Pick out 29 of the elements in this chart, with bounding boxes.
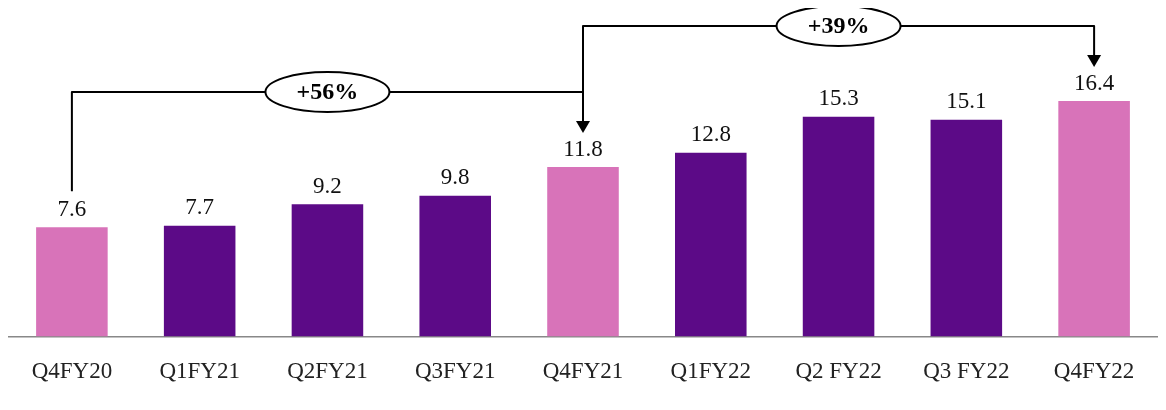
data-label: 15.1 [946, 88, 987, 114]
x-tick-label: Q4FY22 [1053, 358, 1135, 384]
bar [675, 152, 747, 337]
x-tick-label: Q1FY22 [670, 358, 752, 384]
bar [1058, 100, 1130, 337]
bar [163, 225, 236, 337]
x-tick-label: Q4FY20 [31, 358, 113, 384]
bar [547, 167, 619, 337]
text: +39% [807, 12, 870, 39]
x-tick-label: Q2 FY22 [795, 358, 882, 384]
data-label: 12.8 [690, 121, 731, 147]
x-tick-label: Q1FY21 [159, 358, 240, 384]
bar [930, 119, 1003, 337]
data-label: 9.8 [440, 164, 470, 190]
data-label: 15.3 [818, 85, 859, 111]
bar [419, 195, 491, 337]
x-tick-label: Q2FY21 [287, 358, 368, 384]
bar [291, 204, 364, 337]
x-tick-label: Q3 FY22 [923, 358, 1010, 384]
bar [802, 116, 875, 337]
x-tick-label: Q4FY21 [542, 358, 624, 384]
data-label: 16.4 [1073, 69, 1115, 95]
annotation: +56% [296, 78, 359, 105]
data-label: 11.8 [563, 135, 603, 161]
data-label: 7.6 [57, 195, 87, 221]
data-label: 9.2 [313, 172, 342, 198]
data-label: 7.7 [185, 194, 215, 220]
bar [36, 227, 108, 337]
x-tick-label: Q3FY21 [414, 358, 496, 384]
